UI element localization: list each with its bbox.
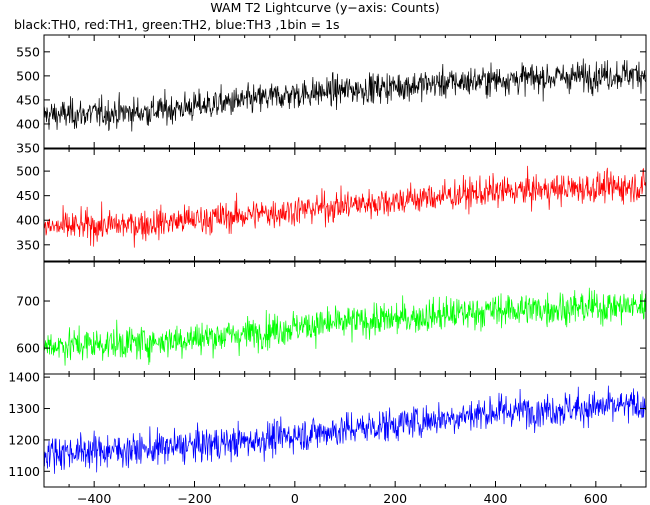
y-tick-label: 700	[16, 294, 40, 309]
x-tick-label: 400	[484, 491, 508, 505]
chart-subtitle: black:TH0, red:TH1, green:TH2, blue:TH3 …	[14, 17, 340, 32]
y-tick-label: 1300	[8, 401, 40, 416]
y-tick-label: 350	[16, 237, 40, 252]
series-line-th3	[44, 385, 646, 474]
y-tick-label: 550	[16, 44, 40, 59]
series-line-th2	[44, 287, 646, 366]
panel-th0: 350 400 450 500 550	[16, 34, 647, 156]
x-tick-label: 200	[383, 491, 407, 505]
y-tick-label: 500	[16, 68, 40, 83]
y-tick-label: 1100	[8, 464, 40, 479]
series-line-th0	[44, 58, 646, 132]
y-tick-label: 350	[16, 141, 40, 156]
x-tick-label: 600	[584, 491, 608, 505]
panel-th1: 350 400 450 500	[16, 148, 647, 263]
x-tick-label: 0	[291, 491, 299, 505]
x-tick-label: −400	[77, 491, 111, 505]
y-tick-label: 1400	[8, 370, 40, 385]
y-tick-label: 400	[16, 213, 40, 228]
series-line-th1	[44, 165, 646, 248]
chart-title: WAM T2 Lightcurve (y−axis: Counts)	[210, 0, 440, 15]
y-tick-label: 400	[16, 116, 40, 131]
y-tick-label: 1200	[8, 432, 40, 447]
panel-th3: 1100 1200 1300 1400	[8, 370, 647, 488]
y-tick-label: 500	[16, 164, 40, 179]
panel-th2: 600 700	[16, 260, 647, 375]
x-tick-label: −200	[177, 491, 211, 505]
y-tick-label: 450	[16, 188, 40, 203]
y-tick-label: 600	[16, 341, 40, 356]
y-tick-label: 450	[16, 92, 40, 107]
